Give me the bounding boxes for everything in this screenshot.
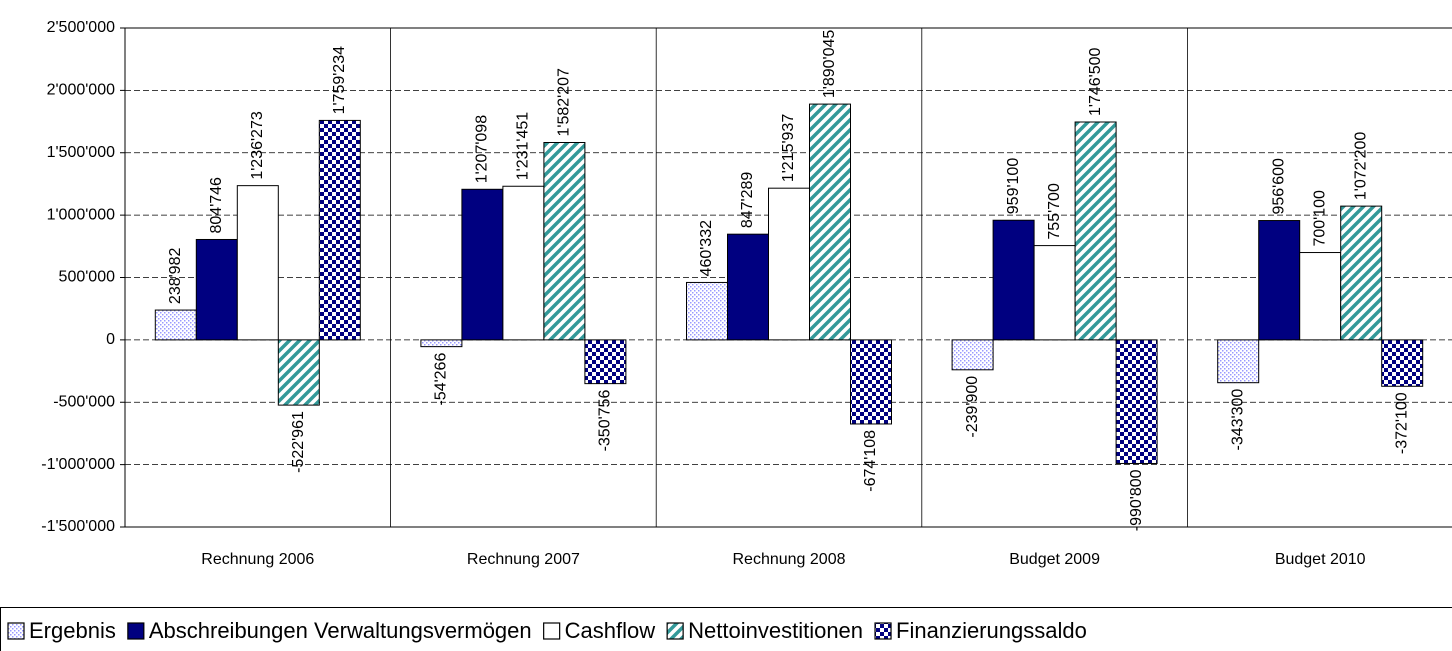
bar <box>502 185 545 341</box>
bar <box>951 339 994 371</box>
data-label: 1'746'500 <box>1087 47 1104 116</box>
bar <box>1033 245 1076 341</box>
data-label: 1'236'273 <box>249 111 266 180</box>
data-label: 755'700 <box>1046 183 1063 240</box>
legend-label: Finanzierungssaldo <box>896 618 1087 643</box>
bar <box>850 339 892 425</box>
bar <box>727 233 769 341</box>
legend-swatch <box>127 622 145 640</box>
data-label: 1'215'937 <box>780 114 797 183</box>
legend-swatch <box>543 622 561 640</box>
bar <box>154 309 197 341</box>
x-tick-label: Rechnung 2006 <box>201 551 314 568</box>
data-label: 1'207'098 <box>474 115 491 184</box>
bar <box>1074 121 1117 341</box>
y-tick-label: 0 <box>106 331 115 348</box>
y-tick-label: -1'500'000 <box>41 518 115 535</box>
bar <box>1299 252 1342 341</box>
data-label: -990'800 <box>1128 469 1145 531</box>
legend-label: Nettoinvestitionen <box>688 618 863 643</box>
data-label: 804'746 <box>208 177 225 234</box>
y-tick-label: 2'000'000 <box>47 82 116 99</box>
bar <box>461 188 504 341</box>
data-label: 959'100 <box>1005 158 1022 215</box>
bar <box>686 281 728 341</box>
bar <box>1217 339 1260 384</box>
plot-area <box>120 27 1452 528</box>
legend-swatch <box>874 622 892 640</box>
y-tick-label: -1'000'000 <box>41 456 115 473</box>
data-label: 1'890'045 <box>821 30 838 99</box>
bar <box>1381 339 1424 387</box>
data-label: -522'961 <box>290 411 307 473</box>
data-label: -239'900 <box>964 376 981 438</box>
data-label: 1'072'200 <box>1352 132 1369 201</box>
legend-label: Cashflow <box>565 618 656 643</box>
data-label: 1'231'451 <box>515 112 532 181</box>
legend-swatch <box>7 622 25 640</box>
data-label: 700'100 <box>1311 190 1328 247</box>
x-tick-label: Budget 2009 <box>1009 551 1100 568</box>
bar <box>1258 220 1301 341</box>
legend: Ergebnis Abschreibungen Verwaltungsvermög… <box>7 618 1087 643</box>
legend-swatch <box>666 622 684 640</box>
data-label: 847'289 <box>739 172 756 229</box>
y-tick-label: 2'500'000 <box>47 19 116 36</box>
y-tick-label: 1'000'000 <box>47 206 116 223</box>
bar <box>543 141 586 341</box>
bar <box>992 219 1035 341</box>
data-label: -350'756 <box>597 390 614 452</box>
data-label: 1'759'234 <box>331 46 348 115</box>
data-label: 460'332 <box>698 220 715 277</box>
data-label: 956'600 <box>1270 158 1287 215</box>
x-tick-label: Budget 2010 <box>1275 551 1366 568</box>
bar <box>277 339 320 406</box>
bar <box>584 339 627 385</box>
legend-label: Ergebnis <box>29 618 116 643</box>
bar <box>318 119 361 341</box>
bar <box>195 238 238 341</box>
bar <box>1340 205 1383 341</box>
bar <box>236 185 279 341</box>
bar <box>809 103 851 341</box>
data-label: -372'100 <box>1393 392 1410 454</box>
legend-box <box>0 607 1452 651</box>
data-label: -674'108 <box>862 430 879 492</box>
x-tick-label: Rechnung 2007 <box>467 551 580 568</box>
y-tick-label: 1'500'000 <box>47 144 116 161</box>
data-label: -343'300 <box>1229 389 1246 451</box>
x-tick-label: Rechnung 2008 <box>733 551 846 568</box>
bar <box>1115 339 1158 464</box>
y-tick-label: 500'000 <box>59 269 116 286</box>
bar <box>768 187 810 341</box>
y-tick-label: -500'000 <box>53 393 115 410</box>
bar <box>420 339 463 348</box>
data-label: 238'982 <box>167 248 184 305</box>
data-label: 1'582'207 <box>556 68 573 137</box>
data-label: -54'266 <box>433 353 450 406</box>
legend-label: Abschreibungen Verwaltungsvermögen <box>149 618 532 643</box>
